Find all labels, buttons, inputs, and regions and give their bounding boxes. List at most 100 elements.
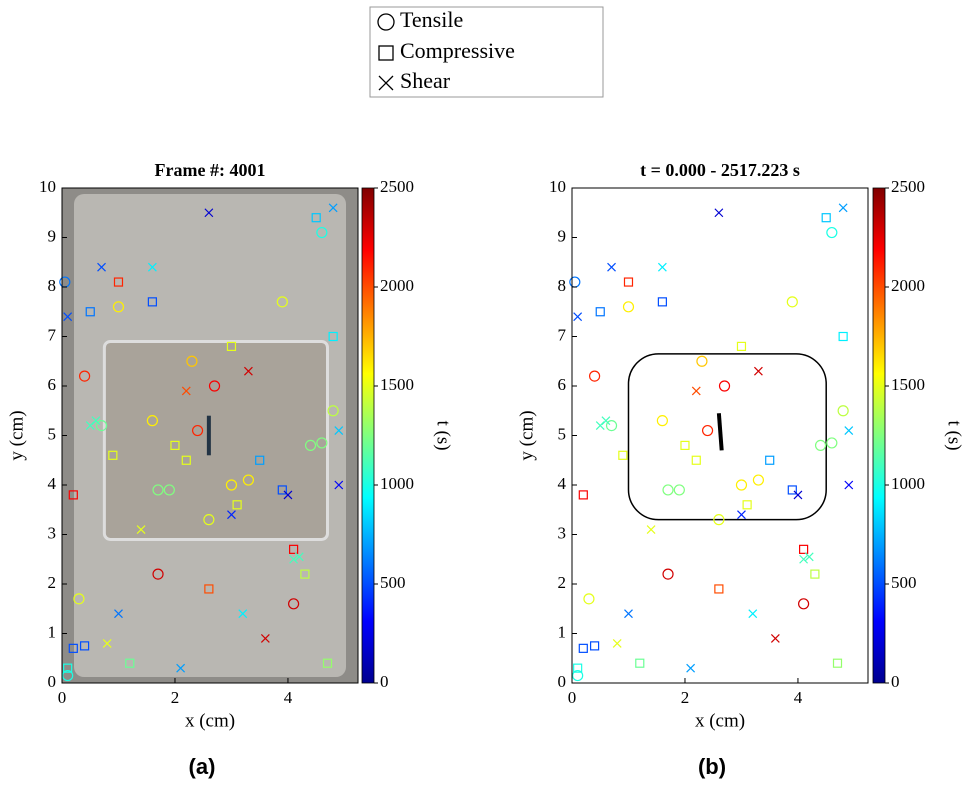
shear-point [283,490,293,500]
shear-point [260,634,270,643]
y-tick-label: 5 [558,424,567,443]
x-tick-label: 0 [568,688,577,707]
shear-point [646,525,656,534]
compressive-point [255,455,265,465]
x-tick-label: 4 [284,688,293,707]
compressive-point [108,450,118,460]
colorbar-tick-label: 0 [891,672,900,691]
tensile-point [152,568,164,580]
tensile-point [735,479,748,491]
compressive-point [204,584,214,594]
compressive-point [618,450,628,460]
shear-point [838,203,848,213]
compressive-point [322,658,333,668]
tensile-point [95,420,108,432]
shear-point [114,609,123,619]
y-tick-label: 2 [48,573,57,592]
compressive-point [578,490,588,500]
shear-point [294,552,304,562]
compressive-point [68,643,78,653]
x-tick-label: 2 [171,688,180,707]
y-tick-label: 7 [558,325,567,344]
colorbar-tick-label: 1000 [380,474,414,493]
tensile-point [288,598,300,610]
colorbar-tick-label: 1500 [380,375,414,394]
x-tick-label: 0 [58,688,67,707]
compressive-point [691,455,701,465]
shear-point [238,609,248,619]
tensile-point [276,296,288,308]
tensile-point [327,405,339,417]
tensile-point [701,424,714,437]
shear-point [607,262,616,272]
shear-point [844,480,854,490]
compressive-point [311,213,321,223]
tensile-point [163,484,175,496]
colorbar-tick-label: 1500 [891,375,925,394]
colorbar [872,187,886,684]
tensile-point [583,593,595,605]
tensile-point [622,301,635,313]
tensile-point [826,226,838,239]
legend-marker [377,13,395,31]
y-tick-label: 2 [558,573,567,592]
colorbar [361,187,375,684]
x-axis-label: x (cm) [185,710,235,731]
compressive-point [328,331,338,342]
x-tick-label: 4 [794,688,803,707]
shear-point [63,312,73,322]
compressive-point [63,663,73,673]
y-tick-label: 4 [558,474,567,493]
legend-label: Tensile [400,7,463,32]
colorbar-label: t (s) [944,420,965,450]
tensile-point [186,355,198,367]
y-tick-label: 3 [48,523,57,542]
panel-label: (b) [698,754,726,779]
y-axis-label: y (cm) [6,410,27,460]
tensile-point [814,439,827,451]
chart-title: Frame #: 4001 [155,160,266,180]
legend-marker [378,75,394,91]
shear-point [147,262,157,272]
compressive-point [578,643,588,653]
tensile-point [752,474,765,486]
legend-marker [378,45,394,61]
compressive-point [787,485,797,495]
shear-point [334,480,344,490]
y-tick-label: 8 [558,276,567,295]
tensile-point [146,415,158,427]
colorbar-tick-label: 500 [891,573,917,592]
shear-point [243,366,253,376]
legend-label: Shear [400,68,451,93]
tensile-point [662,568,674,580]
shear-point [804,552,814,562]
tensile-point [656,415,668,427]
shear-point [686,663,696,673]
compressive-point [226,341,237,351]
compressive-point [810,569,820,579]
shear-point [793,490,803,500]
shear-point [204,208,214,218]
tensile-point [572,669,584,682]
photo-window [102,339,329,541]
shear-point [624,609,633,619]
tensile-point [798,598,810,610]
shear-point [181,386,191,396]
y-tick-label: 7 [48,325,57,344]
shear-point [289,554,299,564]
compressive-point [300,569,310,579]
compressive-point [85,307,95,317]
shear-point [334,426,344,435]
tensile-point [662,484,674,496]
tensile-point [62,669,74,682]
tensile-point [786,296,798,308]
tensile-point [713,514,725,526]
colorbar-tick-label: 2500 [380,177,414,196]
shear-point [737,510,746,520]
tensile-point [696,355,708,367]
legend-box [369,6,604,98]
shear-point [97,262,106,272]
y-tick-label: 10 [39,177,56,196]
tensile-point [605,420,618,432]
